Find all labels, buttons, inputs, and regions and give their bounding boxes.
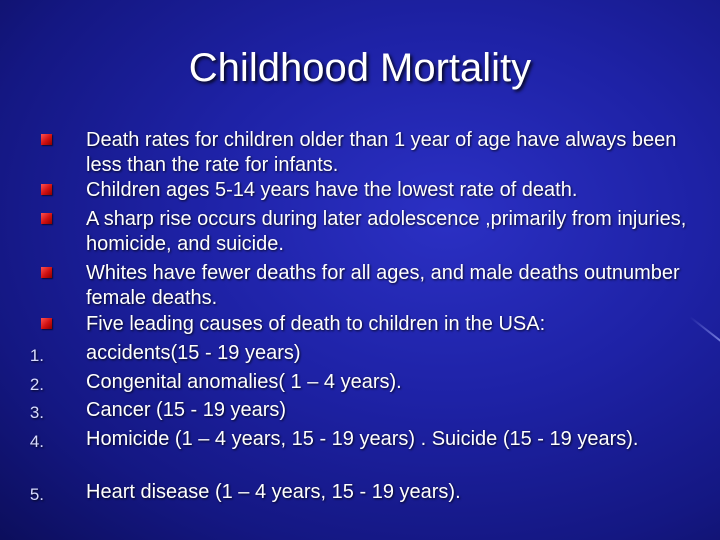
bullet-item: Five leading causes of death to children…: [41, 312, 696, 337]
bullet-text: Five leading causes of death to children…: [86, 313, 546, 335]
numbered-item: 3. Cancer (15 - 19 years): [30, 398, 696, 423]
bullet-text: Whites have fewer deaths for all ages, a…: [86, 262, 680, 309]
numbered-text: Homicide (1 – 4 years, 15 - 19 years) . …: [86, 428, 639, 450]
numbered-text: Cancer (15 - 19 years): [86, 399, 287, 421]
bullet-item: Death rates for children older than 1 ye…: [41, 128, 696, 178]
red-square-bullet-icon: [41, 318, 52, 329]
bullet-text: Children ages 5-14 years have the lowest…: [86, 179, 578, 201]
red-square-bullet-icon: [41, 213, 52, 224]
numbered-text: Congenital anomalies( 1 – 4 years).: [86, 371, 402, 393]
item-number: 5.: [29, 485, 44, 504]
bullet-item: Whites have fewer deaths for all ages, a…: [41, 261, 696, 311]
item-number: 1.: [29, 346, 44, 365]
numbered-text: accidents(15 - 19 years): [86, 342, 301, 364]
numbered-item: 5. Heart disease (1 – 4 years, 15 - 19 y…: [30, 480, 696, 505]
item-number: 2.: [29, 375, 44, 394]
bullet-text: A sharp rise occurs during later adolesc…: [86, 208, 687, 255]
red-square-bullet-icon: [41, 184, 52, 195]
numbered-item: 1. accidents(15 - 19 years): [30, 341, 696, 366]
bullet-item: Children ages 5-14 years have the lowest…: [41, 178, 696, 203]
item-number: 3.: [29, 403, 44, 422]
bullet-item: A sharp rise occurs during later adolesc…: [41, 207, 696, 257]
bullet-text: Death rates for children older than 1 ye…: [86, 129, 677, 176]
item-number: 4.: [29, 432, 44, 451]
slide-title: Childhood Mortality: [188, 46, 532, 90]
numbered-item: 2. Congenital anomalies( 1 – 4 years).: [30, 370, 696, 395]
numbered-item: 4. Homicide (1 – 4 years, 15 - 19 years)…: [30, 427, 696, 452]
red-square-bullet-icon: [41, 267, 52, 278]
red-square-bullet-icon: [41, 134, 52, 145]
numbered-text: Heart disease (1 – 4 years, 15 - 19 year…: [86, 481, 461, 503]
